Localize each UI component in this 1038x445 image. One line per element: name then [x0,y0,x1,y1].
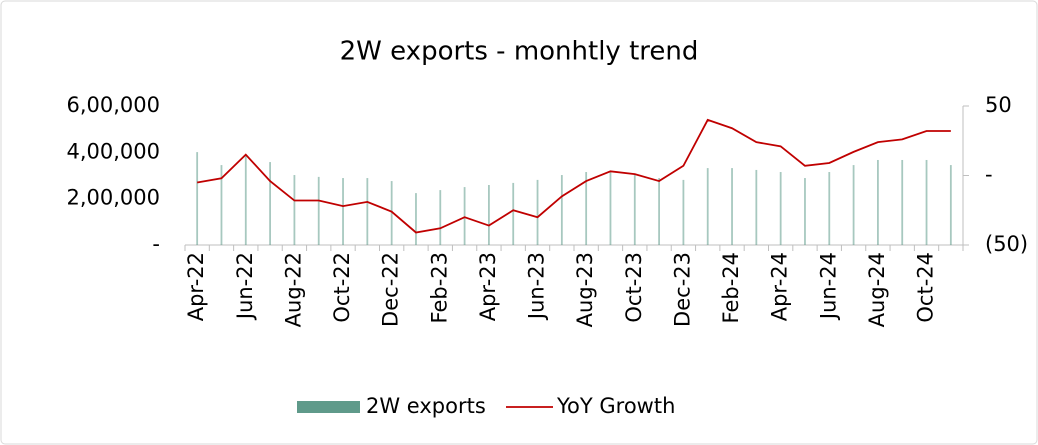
bar [390,181,393,245]
x-tick-label: Apr-23 [476,252,500,321]
bar [366,178,369,245]
x-tick-label: Apr-22 [184,252,208,321]
bar [463,187,466,245]
bar [804,178,806,245]
line [197,118,951,234]
bar [196,152,199,245]
bar [609,172,612,245]
bar [512,182,515,245]
y2-tick-label: 50 [985,93,1012,117]
bar [342,178,344,245]
x-tick-label: Oct-23 [622,252,646,323]
bar [488,184,490,245]
bar [755,169,758,245]
legend-label: 2W exports [366,394,486,418]
bar [269,162,271,245]
x-tick-label: Aug-23 [573,252,597,327]
x-tick-label: Jun-22 [233,252,257,321]
bar [658,178,660,245]
y-tick-label: - [152,232,160,256]
bar [949,165,952,245]
bar [415,193,417,245]
y-tick-label: 4,00,000 [66,139,160,163]
x-tick-label: Aug-22 [281,252,305,327]
x-tick-label: Oct-22 [330,252,354,323]
x-tick-label: Apr-24 [768,252,792,321]
bar [317,176,320,245]
bar [731,168,733,245]
x-tick-label: Oct-24 [914,252,938,323]
bar [852,165,855,245]
bar [901,159,904,245]
bar [560,175,563,245]
x-tick-label: Jun-23 [525,252,549,321]
bar [244,154,247,245]
x-tick-label: Feb-24 [719,252,743,323]
bar [439,190,442,245]
bar [682,179,685,245]
bar [779,172,782,245]
bar [293,175,296,245]
bar [877,159,879,245]
bar [220,165,223,245]
bar [633,175,636,245]
y2-tick-label: - [985,163,993,187]
bar [925,159,928,245]
bar [706,168,709,245]
bar [828,172,831,245]
y-tick-label: 2,00,000 [66,186,160,210]
x-tick-label: Jun-24 [816,252,840,321]
chart-title: 2W exports - monhtly trend [340,37,699,67]
y-tick-label: 6,00,000 [66,93,160,117]
x-tick-label: Aug-24 [865,252,889,327]
legend-swatch [297,401,360,413]
x-tick-label: Feb-23 [427,252,451,323]
y2-tick-label: (50) [985,232,1028,256]
bar [536,179,539,245]
x-tick-label: Dec-22 [379,252,403,327]
x-tick-label: Dec-23 [670,252,694,327]
legend-label: YoY Growth [556,394,675,418]
bar [585,172,588,245]
